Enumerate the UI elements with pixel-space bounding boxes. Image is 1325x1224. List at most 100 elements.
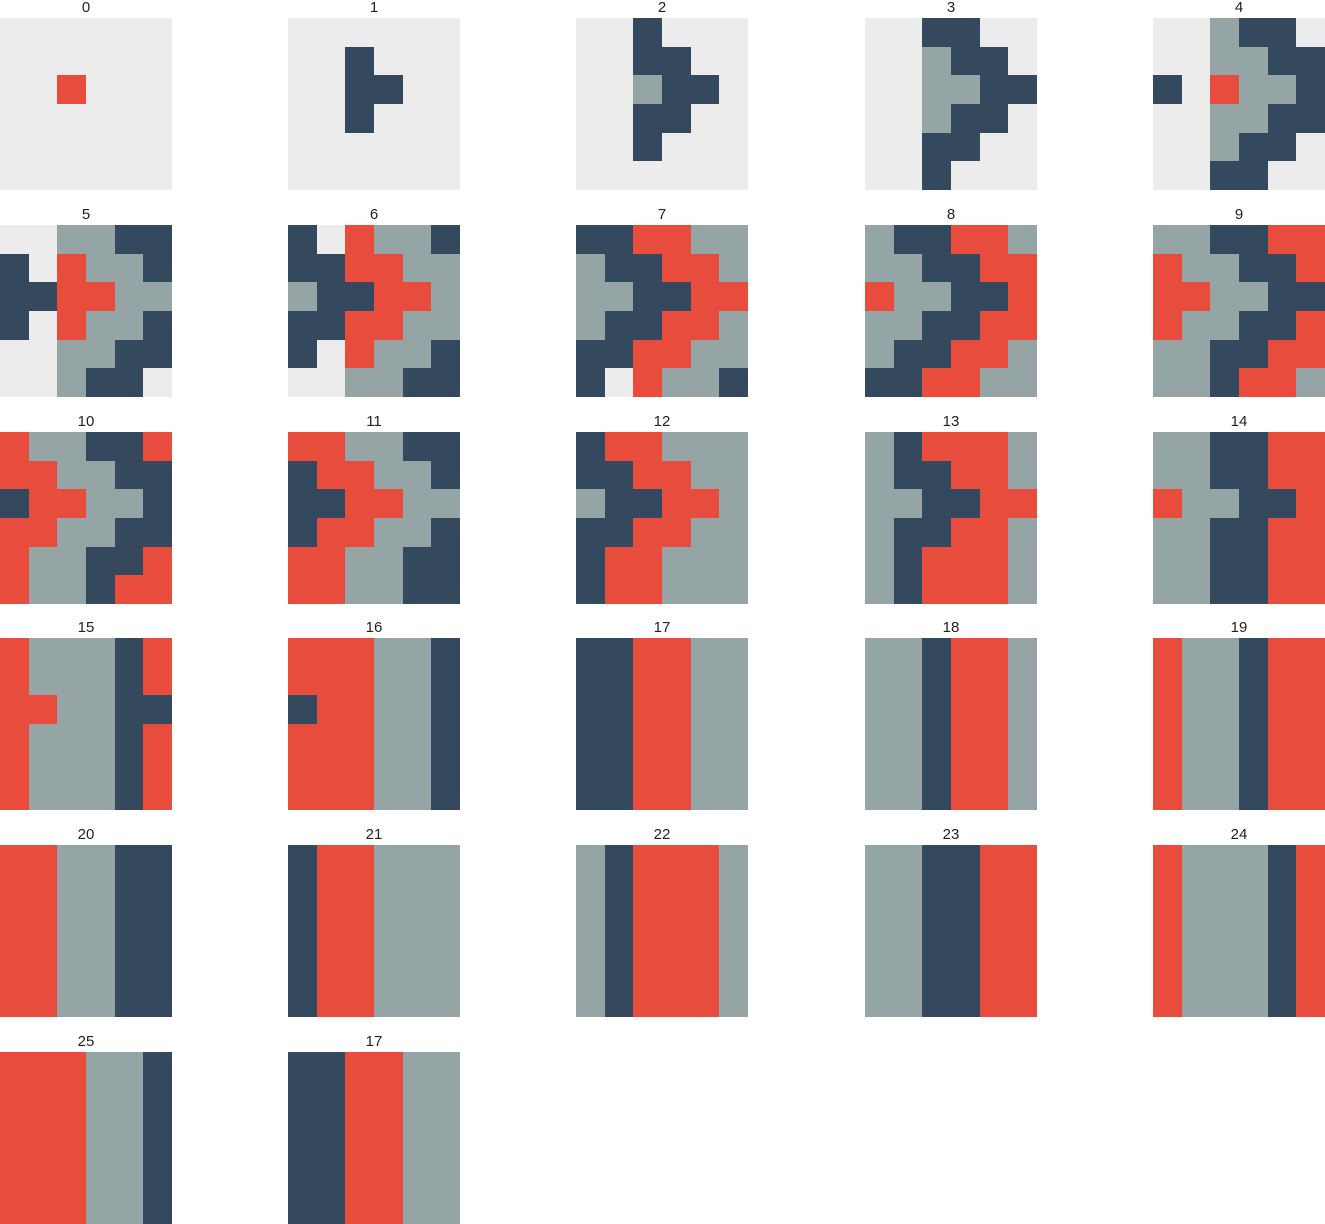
grid-cell-gray bbox=[345, 368, 374, 397]
grid-cell-navy bbox=[604, 988, 634, 1017]
grid-cell-navy bbox=[114, 752, 144, 782]
grid-cell-navy bbox=[950, 988, 980, 1017]
grid-cell-red bbox=[1008, 902, 1037, 931]
grid-cell-red bbox=[143, 575, 172, 604]
grid-cell-gray bbox=[85, 339, 115, 369]
grid-cell-red bbox=[28, 873, 58, 903]
grid-cell-navy bbox=[85, 368, 115, 397]
grid-cell-red bbox=[950, 432, 980, 461]
grid-cell-navy bbox=[922, 161, 951, 190]
grid-cell-gray bbox=[690, 546, 720, 576]
grid-cell-navy bbox=[288, 902, 317, 931]
grid-cell-red bbox=[661, 225, 691, 254]
grid-cell-gray bbox=[431, 310, 460, 340]
grid-cell-navy bbox=[143, 959, 172, 989]
grid-cell-red bbox=[979, 546, 1009, 576]
grid-cell-navy bbox=[1267, 902, 1297, 931]
grid-cell-navy bbox=[604, 310, 634, 340]
grid-cell-gray bbox=[893, 253, 923, 283]
grid-cell-gray bbox=[1210, 902, 1239, 931]
grid-cell-navy bbox=[143, 1080, 172, 1110]
grid-cell-red bbox=[0, 845, 29, 874]
grid-cell-red bbox=[979, 460, 1009, 490]
grid-cell-gray bbox=[402, 930, 432, 960]
panel-label: 21 bbox=[365, 826, 383, 843]
pixel-grid bbox=[0, 432, 172, 604]
grid-cell-red bbox=[979, 845, 1009, 874]
grid-cell-empty bbox=[373, 18, 403, 47]
grid-cell-navy bbox=[114, 873, 144, 903]
pixel-grid bbox=[288, 225, 460, 397]
grid-cell-navy bbox=[633, 46, 662, 76]
grid-cell-gray bbox=[57, 930, 86, 960]
grid-cell-empty bbox=[402, 18, 432, 47]
grid-cell-navy bbox=[288, 1052, 317, 1081]
grid-cell-red bbox=[661, 460, 691, 490]
grid-cell-red bbox=[633, 988, 662, 1017]
grid-cell-red bbox=[316, 752, 346, 782]
grid-cell-navy bbox=[1296, 103, 1325, 133]
grid-cell-red bbox=[979, 638, 1009, 667]
grid-cell-gray bbox=[893, 695, 923, 724]
grid-cell-red bbox=[345, 959, 374, 989]
grid-cell-navy bbox=[143, 489, 172, 518]
grid-cell-navy bbox=[1238, 695, 1268, 724]
grid-cell-navy bbox=[950, 132, 980, 162]
grid-cell-navy bbox=[576, 460, 605, 490]
grid-cell-red bbox=[345, 666, 374, 696]
grid-cell-navy bbox=[114, 666, 144, 696]
grid-cell-empty bbox=[57, 18, 86, 47]
grid-cell-gray bbox=[690, 339, 720, 369]
grid-cell-red bbox=[1267, 695, 1297, 724]
grid-cell-empty bbox=[114, 161, 144, 190]
grid-cell-gray bbox=[114, 489, 144, 518]
grid-cell-gray bbox=[661, 432, 691, 461]
grid-cell-gray bbox=[373, 638, 403, 667]
grid-cell-gray bbox=[431, 1052, 460, 1081]
grid-cell-gray bbox=[1238, 282, 1268, 311]
grid-cell-gray bbox=[431, 930, 460, 960]
grid-cell-navy bbox=[1267, 959, 1297, 989]
grid-cell-gray bbox=[576, 282, 605, 311]
grid-cell-empty bbox=[28, 46, 58, 76]
grid-cell-navy bbox=[604, 845, 634, 874]
grid-cell-navy bbox=[114, 432, 144, 461]
grid-cell-red bbox=[28, 845, 58, 874]
grid-cell-gray bbox=[85, 752, 115, 782]
grid-cell-red bbox=[1267, 546, 1297, 576]
grid-cell-red bbox=[316, 695, 346, 724]
grid-cell-red bbox=[922, 368, 951, 397]
grid-cell-gray bbox=[576, 902, 605, 931]
grid-cell-gray bbox=[402, 1195, 432, 1224]
grid-cell-gray bbox=[576, 959, 605, 989]
grid-cell-gray bbox=[431, 1195, 460, 1224]
grid-cell-gray bbox=[1181, 517, 1211, 547]
grid-cell-gray bbox=[893, 959, 923, 989]
grid-cell-red bbox=[950, 723, 980, 753]
grid-cell-gray bbox=[1238, 103, 1268, 133]
grid-cell-red bbox=[316, 959, 346, 989]
panel-label: 7 bbox=[657, 206, 667, 223]
grid-cell-gray bbox=[402, 781, 432, 810]
grid-cell-empty bbox=[1181, 75, 1211, 104]
grid-cell-navy bbox=[85, 575, 115, 604]
grid-cell-red bbox=[865, 282, 894, 311]
grid-cell-navy bbox=[288, 988, 317, 1017]
grid-cell-navy bbox=[316, 310, 346, 340]
grid-cell-gray bbox=[865, 723, 894, 753]
grid-cell-navy bbox=[1238, 132, 1268, 162]
grid-cell-gray bbox=[1210, 723, 1239, 753]
grid-cell-red bbox=[979, 339, 1009, 369]
grid-cell-navy bbox=[922, 781, 951, 810]
grid-cell-red bbox=[0, 723, 29, 753]
grid-cell-navy bbox=[143, 1137, 172, 1167]
grid-cell-navy bbox=[604, 930, 634, 960]
grid-cell-gray bbox=[373, 339, 403, 369]
grid-cell-gray bbox=[865, 752, 894, 782]
grid-cell-red bbox=[1153, 666, 1182, 696]
grid-cell-navy bbox=[1210, 575, 1239, 604]
grid-cell-red bbox=[1296, 546, 1325, 576]
grid-cell-empty bbox=[402, 75, 432, 104]
grid-cell-empty bbox=[143, 161, 172, 190]
